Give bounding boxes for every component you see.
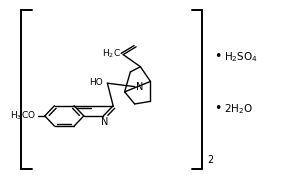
Text: N: N	[101, 117, 108, 127]
Text: HO: HO	[89, 78, 103, 87]
Text: H$_2$C: H$_2$C	[102, 48, 121, 60]
Text: N: N	[136, 82, 144, 92]
Text: •: •	[215, 50, 222, 63]
Text: •: •	[215, 102, 222, 115]
Text: 2H$_2$O: 2H$_2$O	[224, 102, 253, 116]
Text: 2: 2	[207, 155, 213, 165]
Text: H$_3$CO: H$_3$CO	[10, 110, 36, 122]
Text: H$_2$SO$_4$: H$_2$SO$_4$	[224, 50, 258, 64]
